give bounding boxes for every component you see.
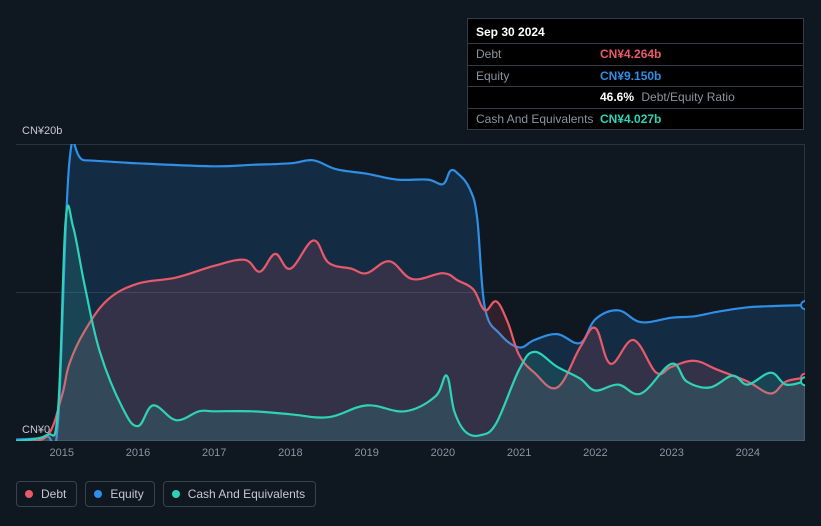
tooltip-value: CN¥9.150b xyxy=(600,69,661,83)
x-axis-tick: 2024 xyxy=(736,447,760,459)
legend-label: Debt xyxy=(41,487,66,501)
tooltip-row-debt: Debt CN¥4.264b xyxy=(468,43,803,64)
y-axis-label-top: CN¥20b xyxy=(22,125,62,137)
tooltip-ratio-text: Debt/Equity Ratio xyxy=(641,90,734,104)
x-axis-tick: 2020 xyxy=(431,447,455,459)
x-axis-tick: 2015 xyxy=(49,447,73,459)
tooltip-value: CN¥4.027b xyxy=(600,112,661,126)
x-axis: 2015 2016 2017 2018 2019 2020 2021 2022 2023 2024 xyxy=(16,441,805,471)
chart-tooltip: Sep 30 2024 Debt CN¥4.264b Equity CN¥9.1… xyxy=(467,18,804,130)
legend-dot-icon xyxy=(25,490,33,498)
tooltip-row-ratio: 46.6% Debt/Equity Ratio xyxy=(468,86,803,107)
tooltip-label xyxy=(476,90,600,104)
tooltip-row-equity: Equity CN¥9.150b xyxy=(468,65,803,86)
x-axis-tick: 2019 xyxy=(354,447,378,459)
legend-label: Equity xyxy=(110,487,143,501)
x-axis-tick: 2022 xyxy=(583,447,607,459)
tooltip-label: Cash And Equivalents xyxy=(476,112,600,126)
chart-svg xyxy=(16,144,805,441)
tooltip-date: Sep 30 2024 xyxy=(468,19,803,43)
x-axis-tick: 2021 xyxy=(507,447,531,459)
legend-dot-icon xyxy=(94,490,102,498)
tooltip-row-cash: Cash And Equivalents CN¥4.027b xyxy=(468,108,803,129)
x-axis-tick: 2023 xyxy=(659,447,683,459)
debt-equity-chart-panel: { "tooltip": { "date": "Sep 30 2024", "r… xyxy=(0,0,821,526)
legend-dot-icon xyxy=(172,490,180,498)
legend-item-debt[interactable]: Debt xyxy=(16,481,77,507)
x-axis-tick: 2018 xyxy=(278,447,302,459)
legend-item-cash[interactable]: Cash And Equivalents xyxy=(163,481,316,507)
legend-item-equity[interactable]: Equity xyxy=(85,481,154,507)
legend: Debt Equity Cash And Equivalents xyxy=(16,481,316,507)
x-axis-tick: 2016 xyxy=(126,447,150,459)
tooltip-label: Debt xyxy=(476,47,600,61)
tooltip-value: CN¥4.264b xyxy=(600,47,661,61)
x-axis-tick: 2017 xyxy=(202,447,226,459)
tooltip-label: Equity xyxy=(476,69,600,83)
legend-label: Cash And Equivalents xyxy=(188,487,305,501)
tooltip-ratio-number: 46.6% xyxy=(600,90,634,104)
chart-plot-area[interactable] xyxy=(16,144,805,441)
